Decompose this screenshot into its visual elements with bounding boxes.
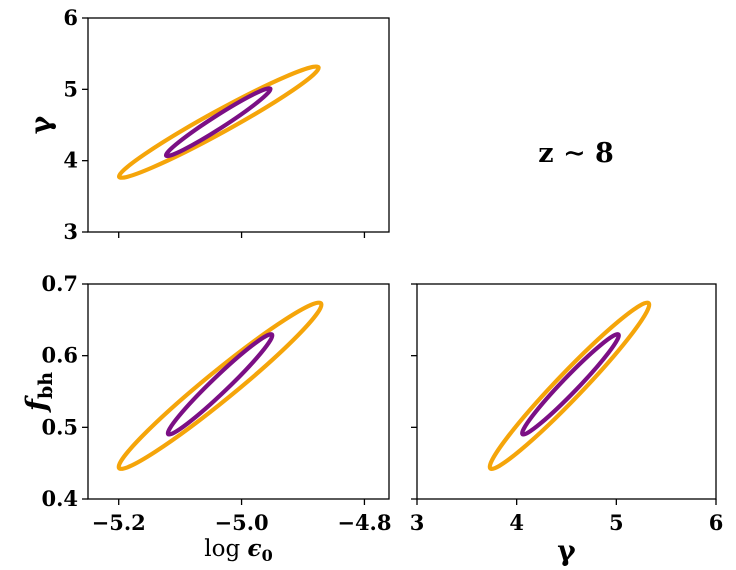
x-tick-label: 3 [410,510,425,535]
y-axis-label: fbh [20,372,57,413]
x-tick-label: −5.2 [92,510,146,535]
x-axis-label: log ϵ0 [204,535,272,565]
x-axis-label: γ [557,534,576,567]
y-tick-label: 0.7 [41,271,78,296]
outer-contour [487,300,652,471]
y-tick-label: 4 [63,148,78,173]
x-tick-label: −4.8 [337,510,391,535]
x-tick-label: −5.0 [215,510,269,535]
inner-contour [163,86,273,159]
outer-contour [116,64,321,180]
panel-bottom-right-frame [416,283,717,500]
panel-top-left-frame [87,17,390,233]
x-tick-label: 5 [609,510,624,535]
y-tick-label: 0.6 [41,343,78,368]
outer-contour [116,300,324,471]
x-tick-label: 4 [509,510,524,535]
inner-contour [520,332,621,437]
y-tick-label: 6 [63,5,78,30]
y-tick-label: 0.5 [41,414,78,439]
x-tick-label: 6 [709,510,724,535]
y-tick-label: 0.4 [41,486,78,511]
panel-bottom-left-frame [87,283,390,500]
redshift-annotation: z ∼ 8 [538,138,614,169]
y-axis-label: γ [24,115,57,134]
y-tick-label: 5 [63,76,78,101]
y-tick-label: 3 [63,219,78,244]
inner-contour [165,332,275,437]
